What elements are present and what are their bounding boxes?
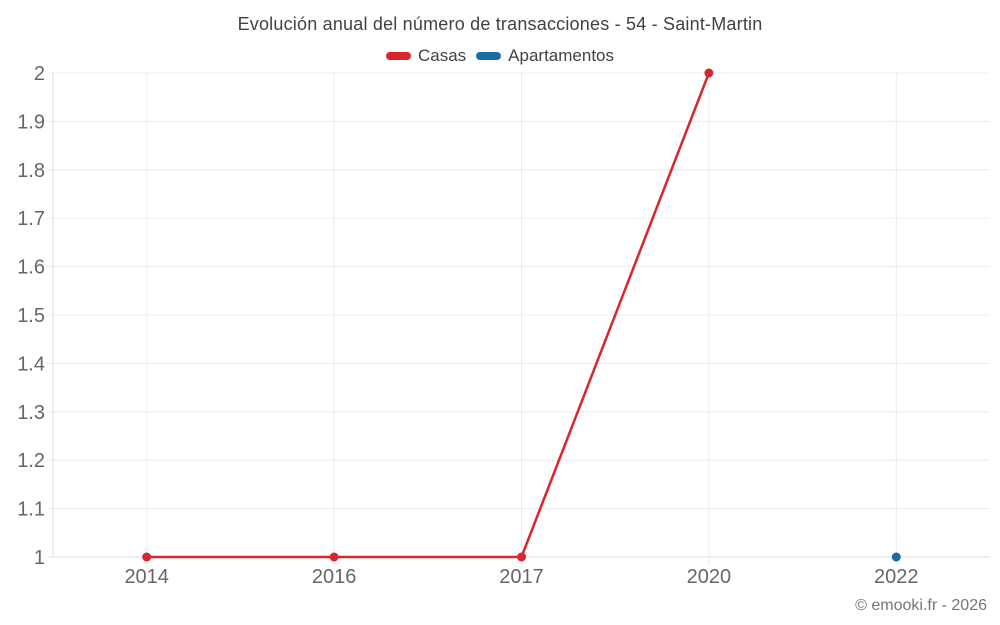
svg-text:1.7: 1.7 bbox=[17, 208, 45, 230]
svg-text:2020: 2020 bbox=[687, 566, 732, 588]
svg-text:1.4: 1.4 bbox=[17, 353, 45, 375]
svg-text:2016: 2016 bbox=[312, 566, 357, 588]
legend-item-casas[interactable]: Casas bbox=[385, 46, 467, 66]
svg-text:1: 1 bbox=[34, 547, 45, 569]
svg-text:1.3: 1.3 bbox=[17, 402, 45, 424]
legend-label-casas: Casas bbox=[417, 46, 467, 65]
legend-label-apartamentos: Apartamentos bbox=[508, 46, 615, 65]
svg-text:1.8: 1.8 bbox=[17, 160, 45, 182]
svg-text:2017: 2017 bbox=[499, 566, 544, 588]
svg-text:1.2: 1.2 bbox=[17, 450, 45, 472]
svg-text:2014: 2014 bbox=[124, 566, 169, 588]
svg-text:1.5: 1.5 bbox=[17, 305, 45, 327]
svg-text:1.9: 1.9 bbox=[17, 111, 45, 133]
copyright-text: © emooki.fr - 2026 bbox=[855, 597, 987, 614]
legend-item-apartamentos[interactable]: Apartamentos bbox=[476, 46, 614, 66]
svg-text:1.1: 1.1 bbox=[17, 499, 45, 521]
apartamentos-series-swatch-icon bbox=[476, 52, 502, 60]
legend: Casas Apartamentos bbox=[0, 46, 1000, 66]
chart-title: Evolución anual del número de transaccio… bbox=[237, 14, 763, 34]
svg-text:2: 2 bbox=[34, 63, 45, 85]
casas-series-swatch-icon bbox=[385, 52, 411, 60]
svg-text:1.6: 1.6 bbox=[17, 257, 45, 279]
svg-text:2022: 2022 bbox=[874, 566, 919, 588]
